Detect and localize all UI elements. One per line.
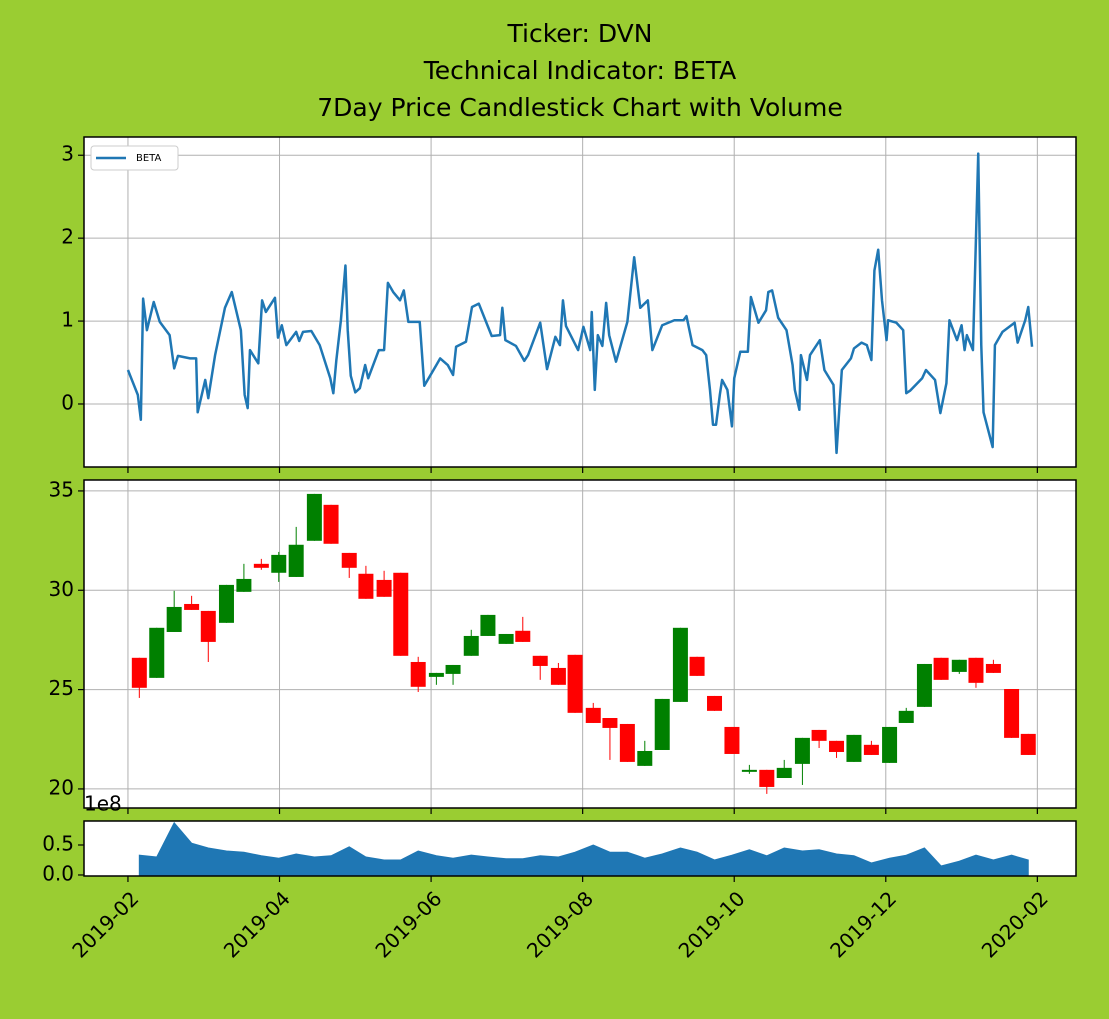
- plot-layer: [131, 493, 1036, 794]
- y-offset-label: 1e8: [84, 792, 122, 816]
- chart-title: Ticker: DVN: [507, 19, 653, 48]
- candle-body: [951, 659, 967, 672]
- candle-body: [741, 769, 757, 772]
- candle-body: [498, 633, 514, 644]
- x-tick-label: 2019-04: [219, 886, 295, 962]
- candle-body: [532, 655, 548, 666]
- candle-body: [602, 718, 618, 728]
- x-tick-label: 2019-12: [825, 886, 901, 962]
- candle-body: [846, 734, 862, 762]
- candle-body: [776, 767, 792, 779]
- candle-body: [689, 656, 705, 676]
- candle-body: [218, 584, 234, 623]
- candle-body: [707, 695, 723, 711]
- candle-body: [585, 707, 601, 723]
- candle-body: [759, 769, 775, 787]
- candle-body: [794, 737, 810, 764]
- candle-body: [898, 710, 914, 723]
- candle-body: [968, 657, 984, 683]
- y-tick-label: 3: [61, 142, 74, 166]
- candle-body: [515, 630, 531, 642]
- candle-body: [323, 504, 339, 544]
- y-tick-label: 20: [49, 775, 74, 799]
- candle-body: [672, 627, 688, 702]
- plot-frame: [83, 136, 1077, 468]
- candle-body: [131, 657, 147, 688]
- candle-body: [916, 663, 932, 707]
- candle-body: [985, 663, 1001, 673]
- candle-body: [550, 667, 566, 685]
- plot-area: [84, 480, 1076, 808]
- candle-body: [654, 698, 670, 750]
- candle-body: [724, 726, 740, 754]
- candle-body: [184, 603, 200, 610]
- x-tick-label: 2019-06: [370, 886, 446, 962]
- legend-label: BETA: [136, 153, 162, 164]
- candle-body: [288, 544, 304, 577]
- candle-body: [271, 554, 287, 573]
- candle-body: [863, 744, 879, 755]
- candle-body: [236, 578, 252, 592]
- candle-body: [376, 579, 392, 597]
- candle-body: [166, 606, 182, 632]
- plot-frame: [83, 820, 1077, 877]
- plot-layer: [126, 152, 1034, 455]
- candle-body: [428, 672, 444, 677]
- candle-body: [811, 729, 827, 741]
- y-tick-label: 30: [49, 577, 74, 601]
- chart-title: 7Day Price Candlestick Chart with Volume: [317, 93, 843, 122]
- candle-body: [463, 635, 479, 656]
- plot-layer: [138, 821, 1029, 876]
- candle-body: [882, 726, 898, 763]
- x-tick-label: 2019-10: [674, 886, 750, 962]
- candle-body: [253, 563, 269, 568]
- candle-body: [306, 493, 322, 541]
- candle-body: [445, 664, 461, 674]
- plot-frame: [83, 479, 1077, 809]
- candle-body: [341, 552, 357, 568]
- candle-body: [829, 740, 845, 752]
- line-series: [126, 152, 1034, 455]
- legend-box: [90, 145, 179, 171]
- candle-body: [200, 610, 216, 642]
- y-tick-label: 25: [49, 676, 74, 700]
- y-tick-label: 35: [49, 477, 74, 501]
- candle-body: [480, 614, 496, 636]
- x-tick-label: 2020-02: [977, 886, 1053, 962]
- x-tick-label: 2019-08: [522, 886, 598, 962]
- candle-body: [1020, 733, 1036, 755]
- candle-body: [567, 654, 583, 713]
- candle-body: [393, 572, 409, 656]
- y-tick-label: 1: [61, 308, 74, 332]
- candle-body: [933, 657, 949, 680]
- candle-body: [619, 723, 635, 762]
- candle-body: [637, 750, 653, 766]
- x-tick-label: 2019-02: [67, 886, 143, 962]
- plot-area: [84, 137, 1076, 467]
- area-series: [138, 821, 1029, 876]
- candle-body: [149, 627, 165, 678]
- chart-title: Technical Indicator: BETA: [423, 56, 737, 85]
- candle-body: [1004, 688, 1020, 738]
- y-tick-label: 0.0: [42, 861, 74, 885]
- candle-body: [410, 661, 426, 687]
- y-tick-label: 2: [61, 225, 74, 249]
- y-tick-label: 0: [61, 390, 74, 414]
- candle-body: [358, 573, 374, 599]
- y-tick-label: 0.5: [42, 831, 74, 855]
